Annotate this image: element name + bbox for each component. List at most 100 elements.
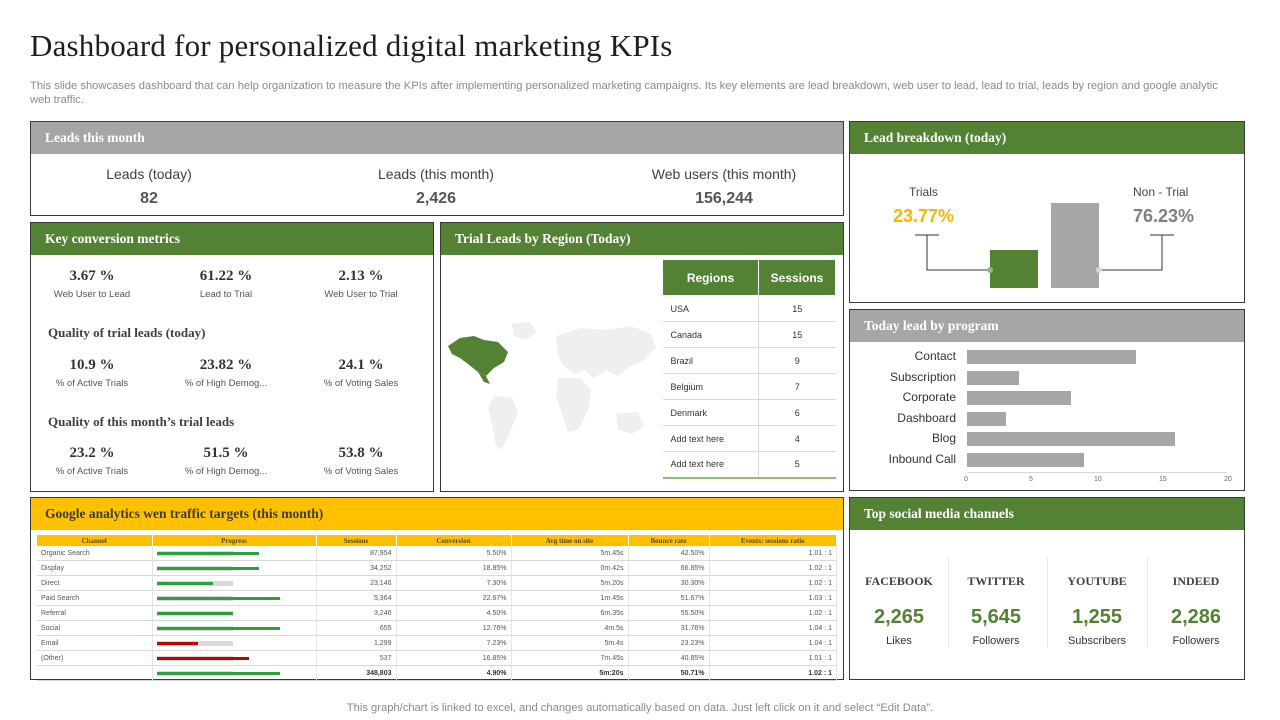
leads-panel-header: Leads this month (31, 122, 843, 154)
conversion-cell: 4.50% (396, 605, 512, 621)
progress-cell (152, 635, 317, 651)
table-row: Referral 3,246 4.50% 6m.35s 55.50% 1.02 : 1 (37, 605, 837, 621)
progress-bar (153, 666, 316, 680)
table-row: Add text here 5 (662, 451, 836, 478)
web-users-value: 156,244 (695, 190, 753, 207)
web-users-label: Web users (this month) (651, 166, 797, 182)
region-col-header: Regions (662, 259, 759, 296)
sessions-cell: 87,954 (316, 546, 397, 561)
region-sessions: 6 (758, 399, 836, 426)
nontrial-connector (1099, 235, 1163, 271)
social-name: FACEBOOK (865, 574, 933, 588)
bounce-cell: 42.50% (628, 546, 710, 561)
channel-cell: Organic Search (37, 546, 153, 561)
events-ratio-cell: 1.01 : 1 (709, 650, 837, 666)
progress-cell (152, 620, 317, 636)
conversion-col-header: Conversion (396, 535, 512, 546)
metric-active-trials-today: 10.9 % % of Active Trials (32, 357, 152, 389)
table-total-row: 348,803 4.90% 5m:20s 50.71% 1.02 : 1 (37, 665, 837, 681)
region-sessions: 4 (758, 425, 836, 452)
avg-time-cell: 6m.35s (511, 605, 629, 621)
conversion-cell: 4.90% (396, 665, 512, 681)
region-panel: Trial Leads by Region (Today) Regions Se… (440, 222, 844, 492)
program-bar (967, 350, 1136, 364)
metric-label: % of High Demog... (184, 466, 268, 477)
social-divider (1147, 558, 1148, 648)
region-name: Add text here (662, 425, 759, 452)
sessions-cell: 23,146 (316, 575, 397, 591)
social-unit: Followers (972, 635, 1020, 647)
social-divider (1047, 558, 1048, 648)
region-sessions: 15 (758, 321, 836, 348)
progress-fill (156, 597, 280, 600)
traffic-table: Channel Progress Sessions Conversion Avg… (37, 535, 837, 681)
progress-bar (153, 636, 316, 650)
metric-value: 23.2 % (69, 445, 115, 461)
avg-time-cell: 5m.4s (511, 635, 629, 651)
events-ratio-cell: 1.02 : 1 (709, 605, 837, 621)
social-indeed: INDEED 2,286 Followers (1146, 574, 1246, 647)
region-name: Brazil (662, 347, 759, 374)
progress-bar (153, 621, 316, 635)
metric-label: Web User to Trial (324, 289, 398, 300)
metric-label: % of Active Trials (55, 466, 129, 477)
channel-cell: Social (37, 620, 153, 636)
channel-cell: Email (37, 635, 153, 651)
nontrial-connector-dot (1096, 267, 1102, 273)
progress-cell (152, 650, 317, 666)
sessions-cell: 655 (316, 620, 397, 636)
events-ratio-cell: 1.02 : 1 (709, 575, 837, 591)
nontrial-bar (1051, 203, 1099, 288)
metric-lead-to-trial: 61.22 % Lead to Trial (166, 268, 286, 300)
conversion-cell: 12.76% (396, 620, 512, 636)
channel-cell (37, 665, 153, 681)
bounce-cell: 50.71% (628, 665, 710, 681)
metric-label: % of Active Trials (55, 378, 129, 389)
channel-cell: (Other) (37, 650, 153, 666)
social-name: TWITTER (967, 574, 1025, 588)
program-x-tick: 10 (1094, 475, 1102, 483)
traffic-panel-header: Google analytics wen traffic targets (th… (31, 498, 843, 530)
quality-month-heading: Quality of this month’s trial leads (48, 414, 235, 429)
bounce-cell: 31.76% (628, 620, 710, 636)
trials-connector (915, 234, 990, 271)
events-ratio-cell: 1.02 : 1 (709, 560, 837, 576)
progress-bar (153, 606, 316, 620)
quality-today-heading: Quality of trial leads (today) (48, 325, 206, 340)
avg-time-col-header: Avg time on site (511, 535, 629, 546)
bounce-cell: 40.85% (628, 650, 710, 666)
social-divider (948, 558, 949, 648)
social-panel: Top social media channels FACEBOOK 2,265… (849, 497, 1245, 680)
table-row: Social 655 12.76% 4m.5s 31.76% 1.04 : 1 (37, 620, 837, 636)
table-row: Organic Search 87,954 5.50% 5m.45s 42.50% 1.0… (37, 546, 837, 561)
map-greenland (512, 322, 536, 340)
region-name: Belgium (662, 373, 759, 400)
social-unit: Followers (1172, 635, 1220, 647)
table-row: USA 15 (662, 295, 836, 322)
sessions-cell: 34,252 (316, 560, 397, 576)
social-name: INDEED (1172, 574, 1220, 588)
region-sessions: 7 (758, 373, 836, 400)
program-bar (967, 432, 1175, 447)
metric-web-user-to-trial: 2.13 % Web User to Trial (301, 268, 421, 300)
metric-voting-sales-month: 53.8 % % of Voting Sales (301, 445, 421, 477)
social-youtube: YOUTUBE 1,255 Subscribers (1047, 574, 1147, 647)
events-ratio-cell: 1.01 : 1 (709, 546, 837, 561)
region-sessions: 9 (758, 347, 836, 374)
trials-connector-dot (987, 267, 993, 273)
region-sessions: 15 (758, 295, 836, 322)
region-table: Regions Sessions USA 15 Canada 15 Brazil 9 … (662, 259, 836, 479)
page-subtitle: This slide showcases dashboard that can … (30, 80, 1218, 106)
program-x-tick: 15 (1159, 475, 1167, 483)
progress-cell (152, 560, 317, 576)
region-name: USA (662, 295, 759, 322)
progress-cell (152, 546, 317, 561)
avg-time-cell: 5m.45s (511, 546, 629, 561)
avg-time-cell: 7m.45s (511, 650, 629, 666)
metric-active-trials-month: 23.2 % % of Active Trials (32, 445, 152, 477)
lead-breakdown-panel: Lead breakdown (today) Trials 23.77% Non… (849, 121, 1245, 303)
progress-bar (153, 576, 316, 590)
progress-fill (156, 657, 250, 660)
channel-cell: Referral (37, 605, 153, 621)
program-x-tick: 0 (964, 475, 968, 483)
